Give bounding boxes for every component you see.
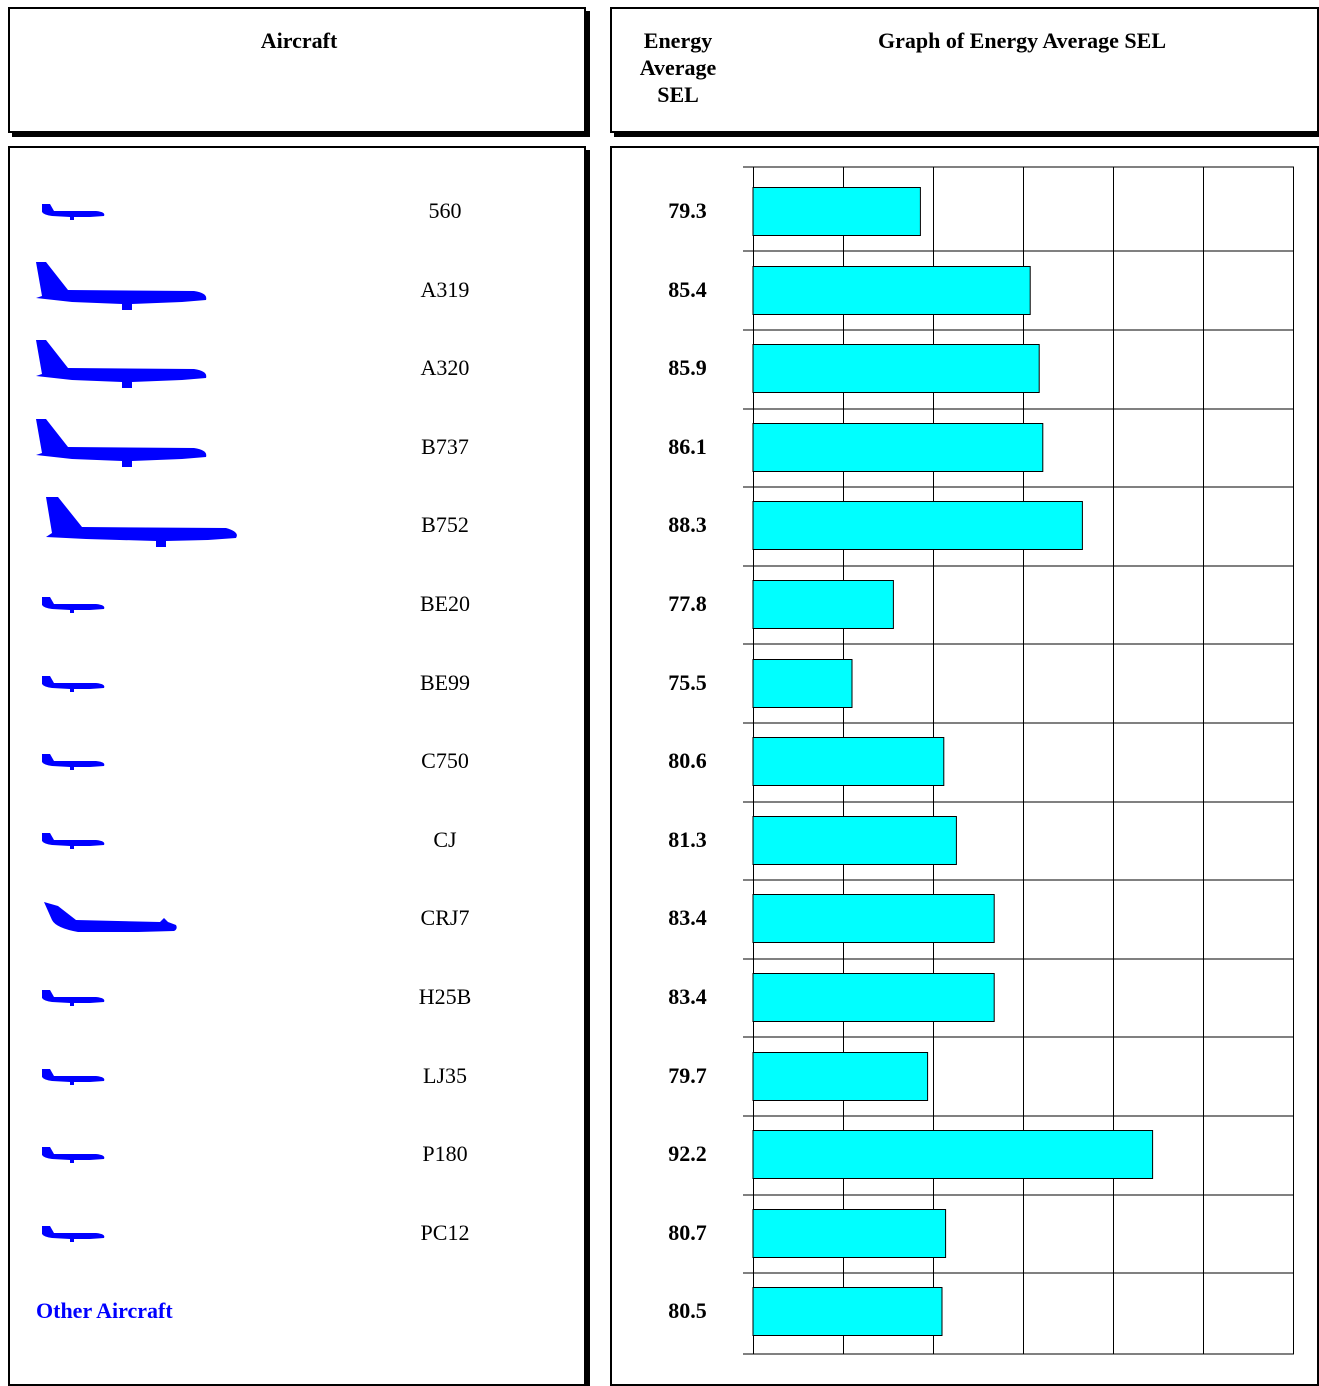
sel-value-label: 80.7	[668, 1219, 707, 1245]
sel-bar	[752, 344, 1040, 393]
sel-value-label: 77.8	[668, 591, 707, 616]
aircraft-name: PC12	[420, 1219, 470, 1245]
sel-value-label: 80.6	[668, 748, 707, 774]
energy-average-sel-header-line: Energy	[643, 28, 713, 53]
energy-average-sel-header-line: SEL	[657, 82, 699, 107]
energy-average-sel-header-line: Average	[639, 55, 717, 80]
sel-bar	[752, 1130, 1154, 1179]
small-jet-icon	[38, 986, 108, 1008]
sel-bar	[752, 1287, 943, 1336]
sel-value-label: 83.4	[668, 905, 707, 931]
sel-bar	[752, 894, 995, 943]
narrowbody-jet-icon	[32, 417, 212, 477]
small-jet-icon	[38, 1143, 108, 1165]
large-jet-icon	[40, 495, 240, 551]
sel-value-label: 79.7	[668, 1062, 707, 1088]
other-aircraft-label: Other Aircraft	[36, 1298, 173, 1324]
sel-value-label: 85.9	[668, 355, 707, 381]
sel-value-label: 86.1	[668, 433, 707, 459]
sel-bar	[752, 659, 853, 708]
sel-bar	[752, 816, 957, 865]
aircraft-name: BE20	[419, 591, 471, 616]
aircraft-name: LJ35	[423, 1062, 467, 1088]
narrowbody-jet-icon	[32, 260, 212, 320]
aircraft-name: A319	[420, 276, 470, 302]
sel-bar	[752, 737, 945, 786]
energy-average-sel-header: Energy Average SEL	[626, 27, 730, 108]
sel-bar	[752, 187, 921, 236]
sel-value-label: 85.4	[668, 276, 707, 302]
sel-bar	[752, 1052, 929, 1101]
aircraft-name: C750	[421, 748, 469, 774]
sel-bar	[752, 973, 995, 1022]
aircraft-header-panel: Aircraft	[8, 7, 586, 133]
sel-value-label: 92.2	[668, 1141, 707, 1167]
aircraft-name: B752	[421, 512, 469, 538]
aircraft-name: H25B	[418, 984, 472, 1009]
sel-bar	[752, 501, 1083, 550]
regional-jet-icon	[38, 898, 178, 938]
small-jet-icon	[38, 672, 108, 694]
small-jet-icon	[38, 750, 108, 772]
small-jet-icon	[38, 1065, 108, 1087]
sel-bar	[752, 580, 894, 629]
aircraft-name: A320	[420, 355, 470, 381]
sel-value-label: 75.5	[668, 669, 707, 695]
aircraft-column-header: Aircraft	[260, 28, 338, 53]
small-jet-icon	[38, 829, 108, 851]
sel-value-label: 83.4	[668, 984, 707, 1009]
sel-value-label: 88.3	[668, 512, 707, 538]
aircraft-body-panel	[8, 146, 586, 1386]
sel-value-label: 81.3	[668, 826, 707, 852]
sel-value-label: 80.5	[668, 1298, 707, 1324]
aircraft-name: P180	[422, 1141, 468, 1167]
aircraft-name: CRJ7	[420, 905, 470, 931]
small-jet-icon	[38, 200, 108, 222]
small-jet-icon	[38, 1222, 108, 1244]
aircraft-name: BE99	[419, 669, 471, 695]
graph-title: Graph of Energy Average SEL	[877, 28, 1167, 53]
sel-bar	[752, 423, 1044, 472]
sel-value-label: 79.3	[668, 198, 707, 223]
narrowbody-jet-icon	[32, 338, 212, 398]
graph-header-panel: Energy Average SEL Graph of Energy Avera…	[610, 7, 1319, 133]
sel-bar	[752, 1209, 947, 1258]
aircraft-name: B737	[421, 433, 469, 459]
sel-bar	[752, 266, 1031, 315]
aircraft-name: CJ	[433, 826, 457, 852]
aircraft-name: 560	[428, 198, 462, 223]
small-jet-icon	[38, 593, 108, 615]
